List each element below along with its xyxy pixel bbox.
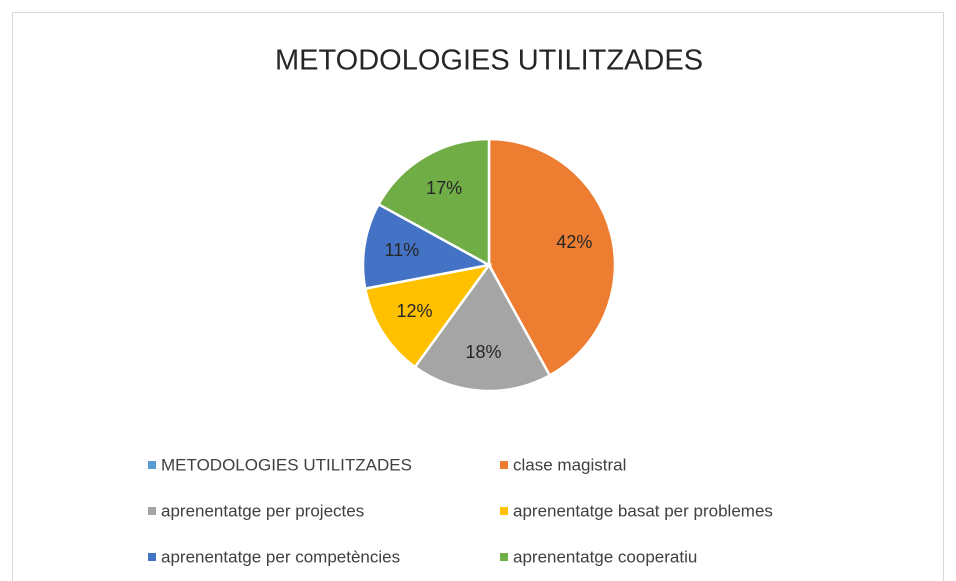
legend-swatch <box>148 553 156 561</box>
chart-title: METODOLOGIES UTILITZADES <box>275 45 703 77</box>
pie-slice <box>361 202 493 291</box>
legend-label: aprenentatge per projectes <box>161 501 364 520</box>
legend-swatch <box>500 553 508 561</box>
pie-slice <box>487 137 617 378</box>
legend-swatch <box>148 461 156 469</box>
data-label: 42% <box>556 232 592 252</box>
pie-slice <box>376 137 491 268</box>
data-label: 11% <box>385 240 420 260</box>
data-label: 12% <box>397 301 433 321</box>
legend-swatch <box>148 507 156 515</box>
legend-label: clase magistral <box>513 455 626 474</box>
pie-slice <box>413 262 552 393</box>
legend-swatch <box>500 461 508 469</box>
legend-label: aprenentatge basat per problemes <box>513 501 773 520</box>
pie-slice <box>363 263 492 369</box>
legend-swatch <box>500 507 508 515</box>
legend-label: aprenentatge cooperatiu <box>513 547 697 566</box>
legend-label: METODOLOGIES UTILITZADES <box>161 455 412 474</box>
data-label: 18% <box>465 342 501 362</box>
data-label: 17% <box>426 178 462 198</box>
legend-label: aprenentatge per competències <box>161 547 400 566</box>
